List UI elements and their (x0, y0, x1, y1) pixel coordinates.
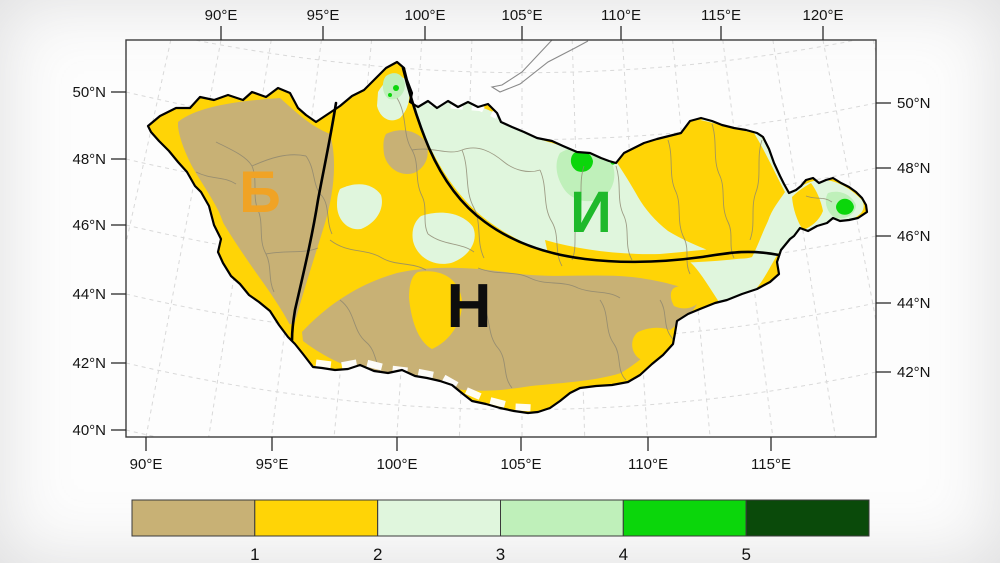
bottom-tick-label: 115°E (751, 456, 791, 473)
left-tick-label: 46°N (72, 217, 106, 234)
region-divider-east (401, 66, 781, 264)
bottom-tick-label: 95°E (256, 456, 289, 473)
class2-yellow-patch-a (409, 271, 463, 349)
right-tick-label: 44°N (897, 295, 931, 312)
bottom-axis: 90°E 95°E 100°E 105°E 110°E 115°E (130, 437, 791, 473)
left-tick-label: 50°N (72, 84, 106, 101)
left-tick-label: 40°N (72, 422, 106, 439)
colorbar-cell-6 (745, 499, 870, 537)
border-stairstep-south (315, 358, 538, 412)
class1-tan-blob-center (383, 130, 428, 174)
class5-blob-north (570, 150, 593, 172)
class2-yellow-sw-wedge (217, 216, 294, 333)
top-tick-label: 105°E (501, 7, 542, 24)
colorbar-tick-3: 3 (496, 545, 505, 563)
top-tick-label: 100°E (404, 7, 445, 24)
colorbar-tick-2: 2 (373, 545, 382, 563)
class2-yellow-northeast (602, 120, 785, 259)
left-tick-label: 42°N (72, 355, 106, 372)
colorbar-cell-2 (254, 499, 379, 537)
lake-baikal-outline (490, 40, 589, 93)
bottom-tick-label: 90°E (130, 456, 163, 473)
class3-patch-b (412, 212, 475, 264)
bottom-tick-label: 100°E (376, 456, 417, 473)
class2-yellow-patch-c (670, 285, 703, 309)
right-tick-label: 46°N (897, 228, 931, 245)
colorbar-tick-1: 1 (250, 545, 259, 563)
colorbar-cell-4 (500, 499, 624, 537)
top-tick-label: 115°E (701, 7, 741, 24)
region-divider-west (290, 101, 338, 342)
top-tick-label: 120°E (802, 7, 843, 24)
colorbar-tick-4: 4 (619, 545, 628, 563)
class1-tan-south (302, 267, 700, 391)
colorbar-legend: 1 2 3 4 5 (131, 499, 870, 563)
right-tick-label: 50°N (897, 95, 931, 112)
right-axis: 50°N 48°N 46°N 44°N 42°N (876, 95, 931, 381)
left-tick-label: 48°N (72, 151, 106, 168)
class3-patch-a (337, 184, 382, 230)
class5-dot-tip2 (388, 93, 392, 97)
bottom-tick-label: 110°E (628, 456, 668, 473)
left-tick-label: 44°N (72, 286, 106, 303)
top-axis: 90°E 95°E 100°E 105°E 110°E 115°E 120°E (205, 7, 844, 40)
class2-yellow-beak-wedge (792, 183, 823, 230)
region-label-south: Н (447, 272, 492, 341)
bottom-tick-label: 105°E (500, 456, 541, 473)
colorbar-cell-5 (622, 499, 747, 537)
right-tick-label: 42°N (897, 364, 931, 381)
region-label-west: Б (239, 160, 281, 225)
colorbar-tick-5: 5 (741, 545, 750, 563)
class5-dot-tip (393, 85, 399, 91)
left-axis: 50°N 48°N 46°N 44°N 42°N 40°N (72, 84, 126, 439)
top-tick-label: 110°E (601, 7, 641, 24)
right-tick-label: 48°N (897, 160, 931, 177)
region-label-east: И (570, 180, 612, 245)
colorbar-cell-1 (131, 499, 256, 537)
top-tick-label: 95°E (307, 7, 340, 24)
map-frame (125, 39, 877, 438)
class5-blob-east-beak (836, 198, 854, 215)
top-tick-label: 90°E (205, 7, 238, 24)
colorbar-cell-3 (377, 499, 502, 537)
